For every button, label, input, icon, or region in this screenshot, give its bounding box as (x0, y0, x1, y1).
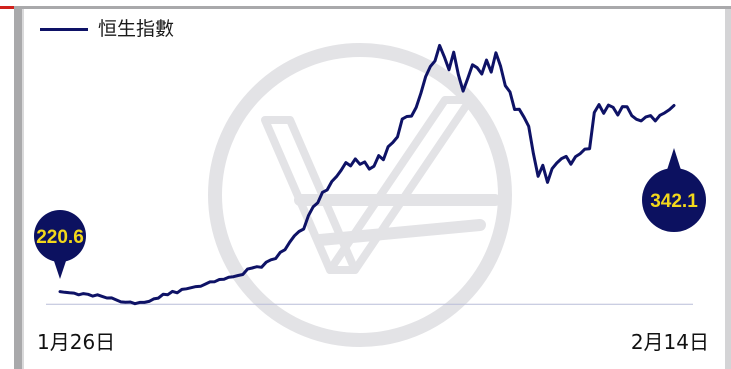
frame-top-border (14, 6, 731, 9)
legend-label: 恒生指數 (98, 18, 175, 40)
watermark-chevron-right (326, 96, 474, 274)
callout-end-pointer (667, 148, 681, 170)
callout-start-pointer (53, 258, 67, 279)
callout-end-label: 342.1 (650, 191, 698, 212)
frame-left-border (14, 6, 22, 369)
watermark-logo (208, 43, 512, 347)
watermark-bar-lower (314, 219, 486, 246)
x-axis-start-label: 1月26日 (37, 330, 116, 354)
callout-start-value: 220.6 (34, 210, 86, 279)
frame-left-inner-border (22, 9, 24, 369)
callout-start-label: 220.6 (36, 227, 84, 248)
frame-right-border (725, 9, 731, 369)
watermark-ring (208, 43, 512, 347)
frame-accent-mark (0, 6, 22, 9)
legend: 恒生指數 (40, 20, 174, 39)
legend-line-swatch (40, 28, 88, 31)
callout-start-bubble (34, 210, 86, 262)
x-axis-end-label: 2月14日 (630, 330, 709, 354)
series-line-hang-seng (58, 43, 676, 306)
callout-end-bubble (642, 168, 706, 232)
callout-end-value: 342.1 (642, 148, 706, 232)
